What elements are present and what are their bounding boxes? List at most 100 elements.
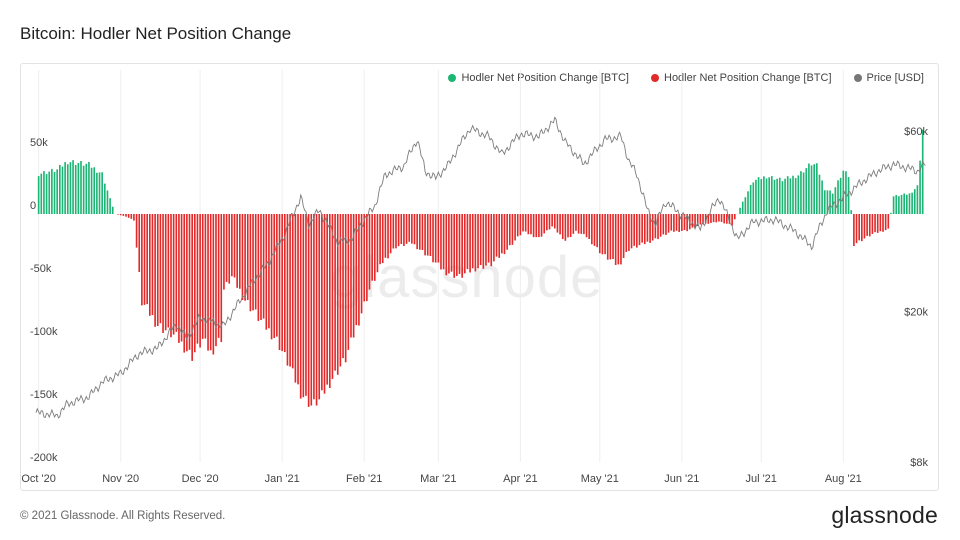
bar-negative	[471, 214, 474, 269]
bar-positive	[763, 176, 765, 214]
bar-negative	[299, 214, 302, 399]
legend-dot-gray	[853, 74, 862, 82]
bar-negative	[228, 214, 231, 284]
bar-negative	[628, 214, 630, 251]
bar-negative	[178, 214, 180, 343]
bar-negative	[146, 214, 148, 305]
bar-positive	[760, 179, 763, 214]
chart-panel	[20, 63, 939, 491]
bar-positive	[776, 178, 778, 214]
bar-negative	[733, 214, 736, 220]
bar-negative	[331, 214, 334, 379]
bar-positive	[789, 178, 792, 214]
bar-positive	[43, 171, 45, 214]
bar-negative	[662, 214, 665, 235]
bar-negative	[712, 214, 715, 223]
bar-positive	[831, 193, 834, 214]
bar-negative	[649, 214, 651, 243]
bar-positive	[96, 172, 98, 214]
bar-negative	[572, 214, 575, 234]
bar-negative	[606, 214, 609, 260]
price-series	[35, 116, 926, 419]
chart-title: Bitcoin: Hodler Net Position Change	[20, 24, 292, 43]
bar-positive	[80, 161, 82, 214]
bar-negative	[498, 214, 501, 258]
bar-positive	[48, 171, 51, 214]
bar-positive	[51, 168, 53, 214]
y-right-tick-label: $60k	[904, 126, 928, 138]
bar-negative	[291, 214, 294, 369]
bar-negative	[474, 214, 477, 272]
bar-negative	[681, 214, 683, 231]
bar-negative	[273, 214, 276, 338]
bar-negative	[395, 214, 397, 249]
bar-negative	[424, 214, 426, 256]
bar-negative	[487, 214, 490, 263]
legend-item-price[interactable]: Price [USD]	[853, 72, 924, 84]
bar-positive	[805, 168, 808, 214]
bar-negative	[376, 214, 379, 273]
bar-negative	[588, 214, 591, 240]
bar-positive	[837, 180, 839, 214]
legend-item-positive[interactable]: Hodler Net Position Change [BTC]	[448, 72, 629, 84]
bar-negative	[482, 214, 485, 269]
bar-negative	[450, 214, 453, 272]
x-tick-label: Oct '20	[21, 473, 56, 485]
bar-positive	[773, 179, 776, 214]
bar-negative	[636, 214, 638, 248]
bar-negative	[392, 214, 395, 249]
glassnode-logo[interactable]: glassnode	[831, 502, 938, 528]
bar-negative	[855, 214, 858, 244]
bar-positive	[53, 172, 56, 214]
bar-negative	[429, 214, 432, 256]
bar-negative	[445, 214, 448, 276]
bar-positive	[898, 196, 900, 214]
bar-negative	[710, 214, 712, 223]
bar-positive	[816, 163, 818, 214]
bar-negative	[305, 214, 307, 396]
bar-negative	[887, 214, 890, 229]
bar-negative	[432, 214, 434, 263]
bar-negative	[516, 214, 519, 237]
bar-negative	[477, 214, 479, 269]
bar-positive	[40, 173, 43, 214]
bar-negative	[569, 214, 572, 238]
bar-negative	[212, 214, 215, 355]
bar-negative	[617, 214, 620, 265]
bar-negative	[358, 214, 360, 326]
bar-positive	[813, 164, 815, 214]
bar-positive	[739, 207, 741, 214]
bar-positive	[911, 192, 913, 214]
bar-negative	[246, 214, 249, 301]
bar-positive	[111, 206, 114, 214]
bar-negative	[720, 214, 723, 222]
bar-negative	[625, 214, 628, 252]
bar-negative	[593, 214, 596, 246]
bar-negative	[657, 214, 659, 240]
bar-negative	[726, 214, 728, 224]
bar-positive	[82, 165, 85, 214]
bar-negative	[458, 214, 461, 274]
legend-item-negative[interactable]: Hodler Net Position Change [BTC]	[651, 72, 832, 84]
bar-negative	[416, 214, 418, 250]
bar-positive	[802, 172, 805, 214]
bar-negative	[630, 214, 633, 249]
y-left-tick-label: 50k	[30, 137, 48, 149]
bar-positive	[56, 169, 58, 214]
bar-negative	[641, 214, 643, 243]
bar-positive	[842, 170, 845, 214]
bar-negative	[456, 214, 458, 276]
bar-positive	[88, 161, 90, 214]
bar-negative	[119, 214, 122, 216]
bar-negative	[260, 214, 262, 320]
bar-negative	[704, 214, 707, 224]
bar-negative	[236, 214, 238, 288]
bar-negative	[858, 214, 860, 241]
bar-negative	[461, 214, 463, 278]
bar-positive	[69, 162, 72, 214]
bar-negative	[535, 214, 538, 238]
bar-negative	[180, 214, 183, 342]
bar-negative	[879, 214, 882, 232]
bar-positive	[101, 172, 103, 214]
